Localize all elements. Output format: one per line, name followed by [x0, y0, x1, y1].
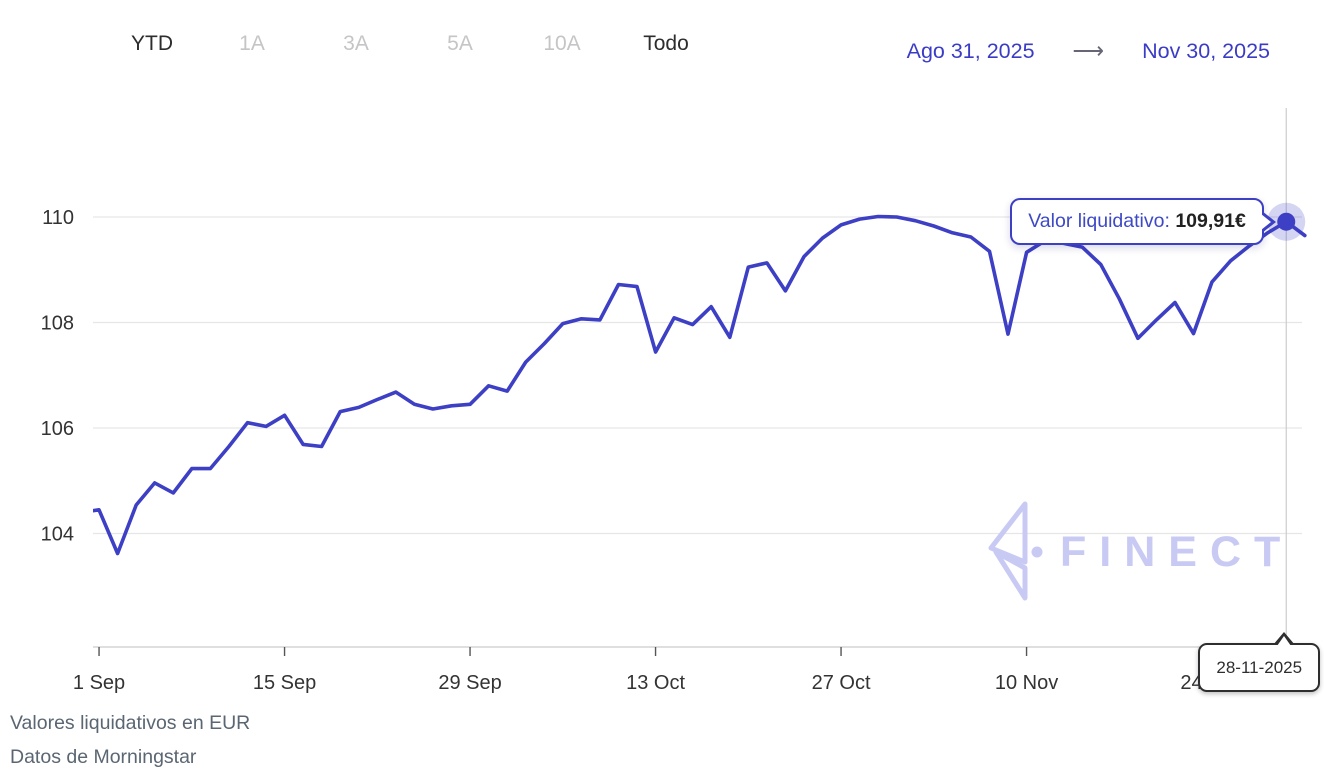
- value-tooltip-value: 109,91€: [1175, 210, 1246, 233]
- x-axis-label: 15 Sep: [253, 672, 316, 694]
- period-Todo[interactable]: Todo: [643, 28, 689, 60]
- plot-area[interactable]: [93, 100, 1303, 647]
- period-10A[interactable]: 10A: [543, 28, 580, 60]
- period-5A[interactable]: 5A: [447, 28, 473, 60]
- finect-logo-icon: [988, 501, 1028, 565]
- chart-source: Valores liquidativos en EUR Datos de Mor…: [10, 706, 250, 774]
- range-end-date[interactable]: Nov 30, 2025: [1142, 38, 1270, 63]
- series-line: [93, 214, 1307, 556]
- chart-canvas: FINECT 104 106 108 110 1 Sep 15 Sep 29 Sep 13 O…: [41, 100, 1307, 694]
- x-axis-label: 13 Oct: [626, 672, 685, 694]
- x-axis-label: 10 Nov: [995, 672, 1058, 694]
- period-1A[interactable]: 1A: [239, 28, 265, 60]
- x-axis-label: 27 Oct: [812, 672, 871, 694]
- finect-logo-dot: [1031, 546, 1043, 558]
- watermark-text: FINECT: [1060, 528, 1293, 576]
- date-tooltip-text: 28-11-2025: [1216, 657, 1303, 677]
- y-axis-label: 104: [41, 524, 74, 546]
- x-axis-label: 1 Sep: [73, 672, 125, 694]
- y-axis-label: 106: [41, 418, 74, 440]
- value-tooltip-label: Valor liquidativo:: [1028, 210, 1170, 233]
- date-range: Ago 31, 2025 ⟶ Nov 30, 2025: [907, 38, 1270, 64]
- y-axis-label: 108: [41, 313, 74, 335]
- hover-marker: [1267, 202, 1306, 241]
- period-YTD[interactable]: YTD: [131, 28, 173, 60]
- marker-dot: [1277, 212, 1296, 231]
- finect-watermark: FINECT: [988, 501, 1293, 601]
- source-line-currency: Valores liquidativos en EUR: [10, 712, 251, 734]
- date-tooltip: 28-11-2025: [1198, 632, 1321, 692]
- finect-logo-icon: [993, 549, 1028, 601]
- y-axis-label: 110: [42, 207, 74, 229]
- value-tooltip: Valor liquidativo: 109,91€: [1010, 198, 1276, 246]
- range-start-date[interactable]: Ago 31, 2025: [906, 38, 1035, 63]
- period-3A[interactable]: 3A: [343, 28, 369, 60]
- x-axis-label: 29 Sep: [438, 672, 501, 694]
- arrow-right-icon: ⟶: [1072, 38, 1105, 63]
- period-selector: YTD 1A 3A 5A 10A Todo: [0, 28, 820, 62]
- source-line-provider: Datos de Morningstar: [10, 746, 197, 768]
